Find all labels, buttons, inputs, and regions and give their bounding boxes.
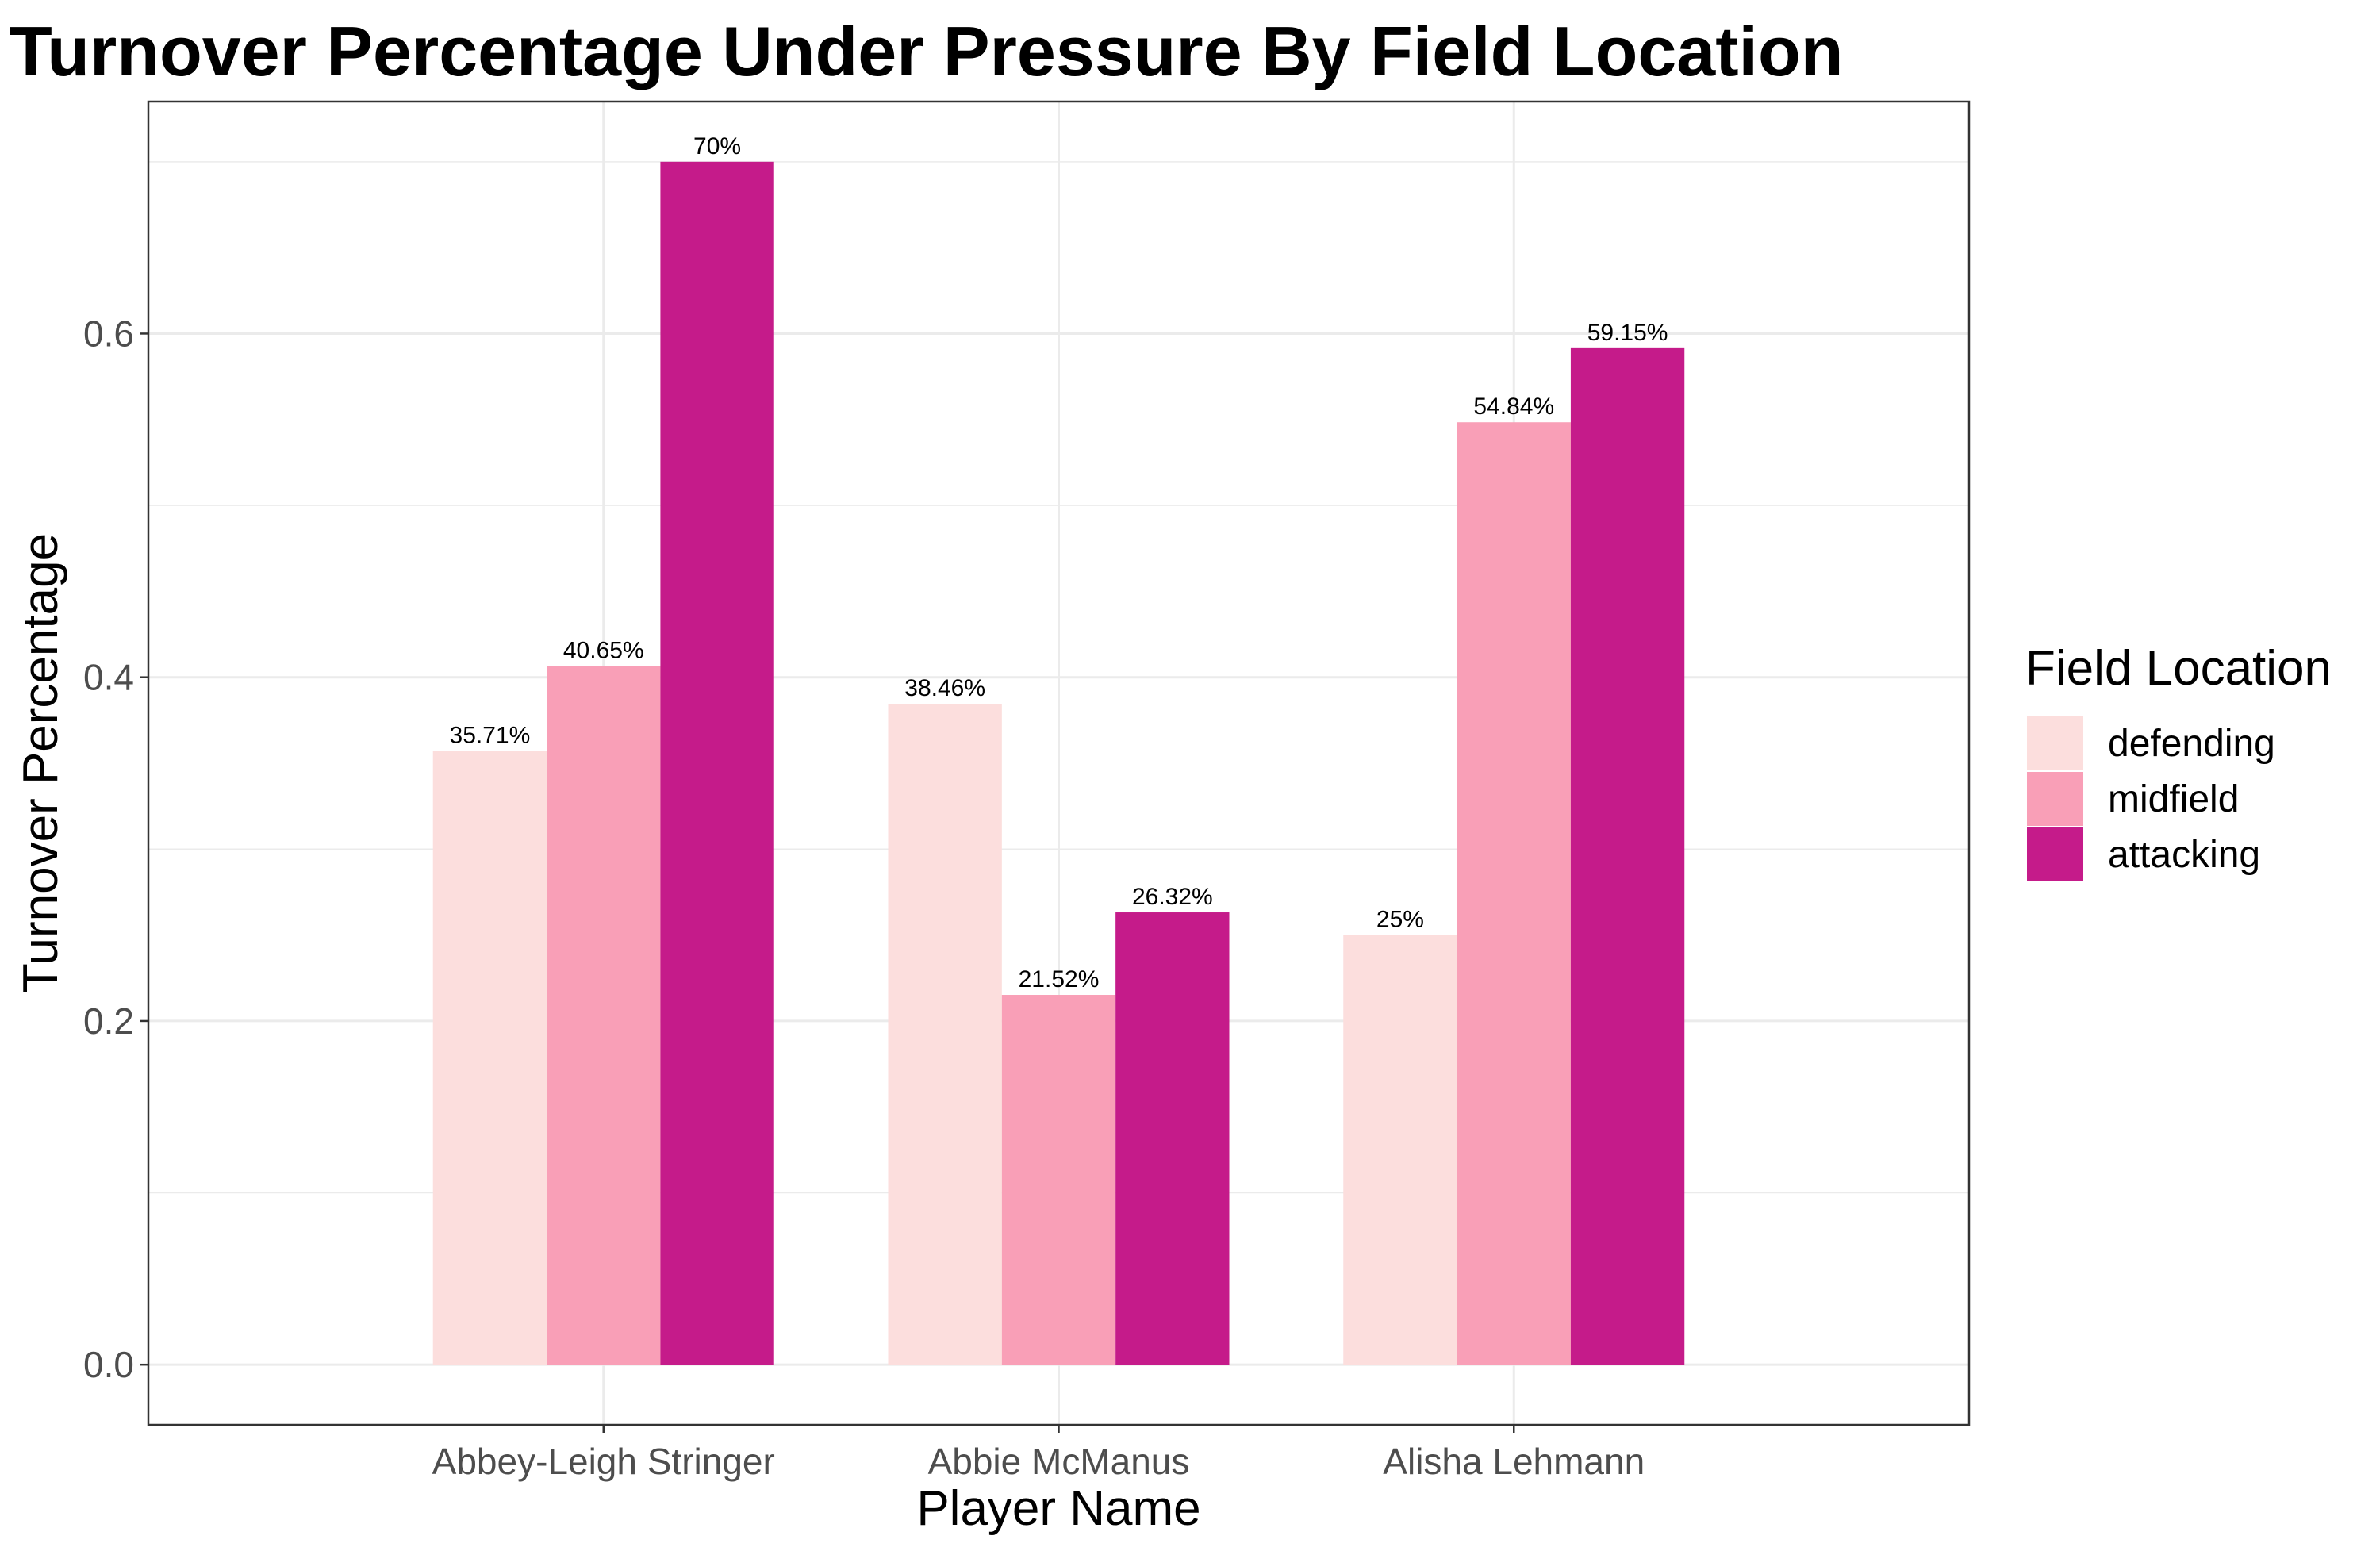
bar-defending-2 [888, 704, 1002, 1365]
legend-title: Field Location [2025, 641, 2332, 696]
data-label-defending-3: 25% [1376, 907, 1424, 933]
data-label-attacking-1: 70% [693, 133, 741, 159]
y-tick-label: 0.2 [83, 1000, 134, 1042]
y-tick-label: 0.6 [83, 313, 134, 354]
x-tick-label: Alisha Lehmann [1383, 1441, 1645, 1482]
data-label-attacking-3: 59.15% [1587, 320, 1668, 346]
bar-defending-3 [1343, 935, 1457, 1365]
data-label-attacking-2: 26.32% [1132, 884, 1213, 910]
bar-attacking-2 [1115, 912, 1230, 1365]
bar-defending-1 [432, 751, 547, 1365]
data-label-midfield-2: 21.52% [1019, 966, 1100, 992]
data-label-defending-1: 35.71% [450, 723, 531, 749]
legend: Field Location defending midfield attackin… [2025, 641, 2332, 881]
legend-key-attacking [2027, 827, 2082, 881]
y-tick-label: 0.0 [83, 1344, 134, 1385]
y-tick-label: 0.4 [83, 657, 134, 698]
x-axis-title: Player Name [916, 1481, 1200, 1536]
x-tick-label: Abbey-Leigh Stringer [432, 1441, 775, 1482]
legend-label-midfield: midfield [2108, 778, 2239, 820]
bar-midfield-1 [547, 666, 661, 1365]
bar-attacking-3 [1570, 347, 1685, 1365]
data-label-midfield-3: 54.84% [1473, 394, 1554, 420]
data-labels: 35.71% 38.46% 25% 40.65% 21.52% 54.84% 70% 26.3… [450, 133, 1668, 992]
data-label-midfield-1: 40.65% [563, 638, 644, 664]
legend-key-midfield [2027, 772, 2082, 826]
bar-midfield-3 [1457, 422, 1571, 1365]
legend-key-defending [2027, 716, 2082, 770]
legend-label-defending: defending [2108, 723, 2275, 765]
chart-title: Turnover Percentage Under Pressure By Fi… [10, 12, 1843, 90]
x-tick-label: Abbie McManus [928, 1441, 1190, 1482]
data-label-defending-2: 38.46% [904, 675, 985, 701]
bar-midfield-2 [1001, 995, 1116, 1365]
axes: 0.0 0.2 0.4 0.6 Abbey-Leigh Stringer Abbie Mc… [83, 313, 1645, 1482]
bars [432, 161, 1685, 1365]
bar-attacking-1 [660, 161, 774, 1365]
legend-label-attacking: attacking [2108, 834, 2260, 876]
y-axis-title: Turnover Percentage [13, 533, 68, 993]
